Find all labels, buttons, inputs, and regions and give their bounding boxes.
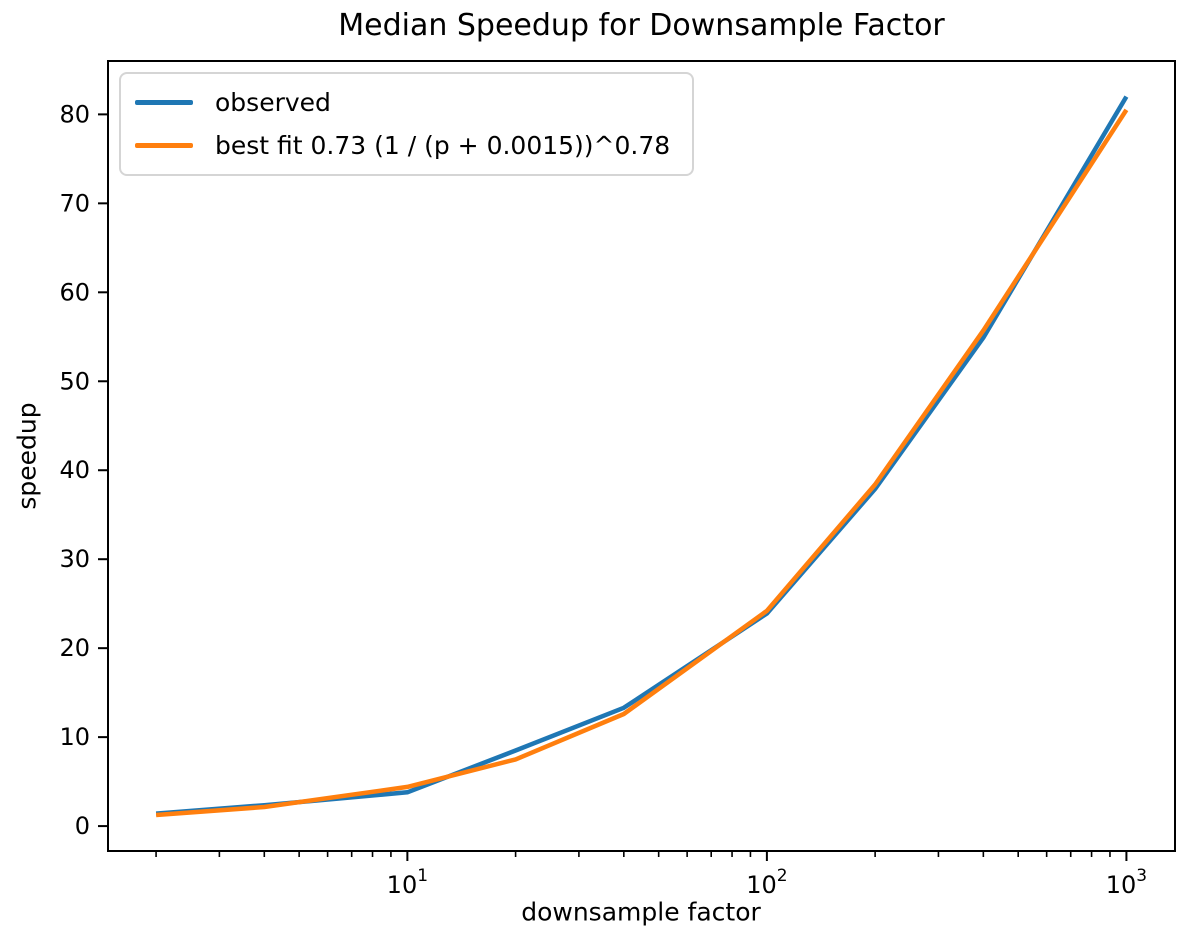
y-tick-label: 70 xyxy=(59,189,90,217)
y-tick-label: 20 xyxy=(59,634,90,662)
y-tick-label: 50 xyxy=(59,367,90,395)
chart-title: Median Speedup for Downsample Factor xyxy=(338,8,945,43)
x-axis-label: downsample factor xyxy=(521,897,761,927)
observed-line-swatch xyxy=(135,100,193,105)
legend-label-observed: observed xyxy=(215,88,331,117)
y-tick-label: 0 xyxy=(75,812,90,840)
axes-frame xyxy=(107,60,1176,852)
x-tick-label: 101 xyxy=(387,866,428,899)
legend-label-best-fit: best fit 0.73 (1 / (p + 0.0015))^0.78 xyxy=(215,131,671,160)
legend-item-best-fit: best fit 0.73 (1 / (p + 0.0015))^0.78 xyxy=(135,131,670,160)
best-fit-line-swatch xyxy=(135,143,193,148)
y-tick-label: 80 xyxy=(59,100,90,128)
legend-item-observed: observed xyxy=(135,88,670,117)
x-axis: 101 102 103 xyxy=(155,851,1147,899)
y-axis: 0 10 20 30 40 50 60 70 80 xyxy=(59,100,108,840)
best-fit-line xyxy=(155,108,1129,818)
y-axis-label: speedup xyxy=(12,402,42,510)
x-tick-label: 103 xyxy=(1106,866,1147,899)
x-tick-label: 102 xyxy=(746,866,787,899)
observed-line xyxy=(155,95,1129,816)
y-tick-label: 10 xyxy=(59,723,90,751)
legend: observed best fit 0.73 (1 / (p + 0.0015)… xyxy=(119,72,695,176)
y-tick-label: 40 xyxy=(59,456,90,484)
y-tick-label: 60 xyxy=(59,278,90,306)
y-tick-label: 30 xyxy=(59,545,90,573)
